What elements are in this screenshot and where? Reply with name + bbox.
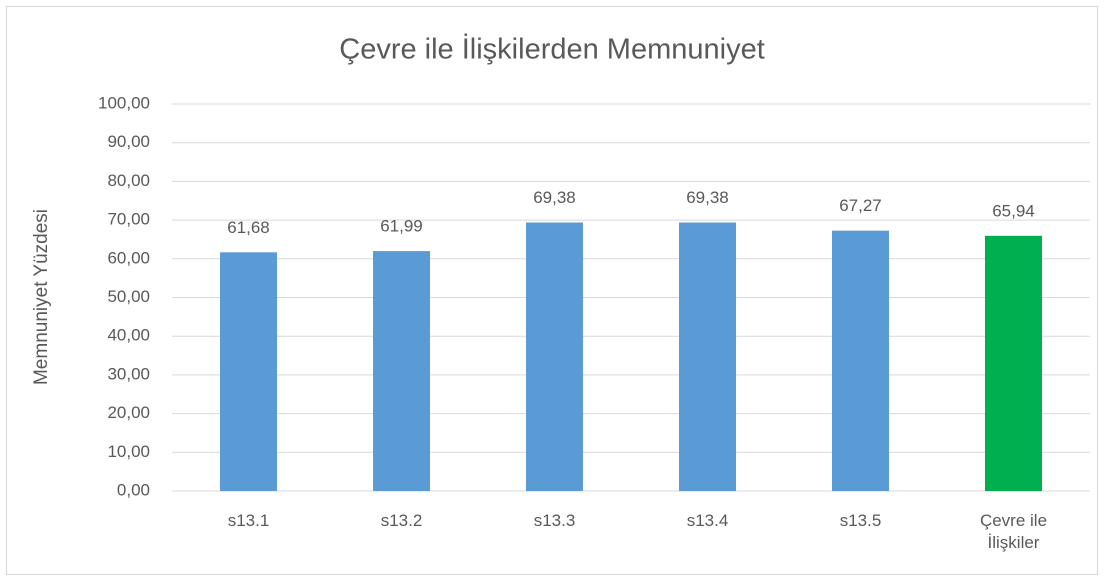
- y-tick-label: 20,00: [107, 403, 150, 422]
- x-tick-label: s13.3: [533, 511, 576, 530]
- bar: [679, 222, 736, 492]
- y-tick-label: 10,00: [107, 442, 150, 461]
- data-label: 67,27: [839, 196, 882, 215]
- data-label: 61,99: [380, 217, 423, 236]
- data-label: 65,94: [992, 201, 1035, 220]
- bar: [526, 222, 583, 492]
- x-tick-label: s13.4: [686, 511, 729, 530]
- y-axis-label: Memnuniyet Yüzdesi: [31, 209, 52, 385]
- x-tick-label: s13.5: [839, 511, 882, 530]
- data-label: 69,38: [686, 188, 729, 207]
- y-tick-label: 40,00: [107, 326, 150, 345]
- y-tick-label: 80,00: [107, 171, 150, 190]
- x-tick-label: Çevre ile İlişkiler: [979, 511, 1048, 552]
- data-label: 69,38: [533, 188, 576, 207]
- bar: [220, 252, 277, 491]
- x-tick-label: s13.2: [380, 511, 423, 530]
- y-tick-label: 70,00: [107, 210, 150, 229]
- bar: [985, 235, 1042, 491]
- y-tick-label: 50,00: [107, 287, 150, 306]
- y-tick-label: 100,00: [98, 93, 150, 112]
- y-tick-label: 60,00: [107, 248, 150, 267]
- x-tick-label: s13.1: [227, 511, 270, 530]
- chart-title: Çevre ile İlişkilerden Memnuniyet: [339, 33, 765, 66]
- y-tick-label: 30,00: [107, 364, 150, 383]
- data-label: 61,68: [227, 218, 270, 237]
- bar: [373, 251, 430, 491]
- y-tick-label: 0,00: [117, 480, 150, 499]
- y-tick-label: 90,00: [107, 132, 150, 151]
- bar: [832, 230, 889, 491]
